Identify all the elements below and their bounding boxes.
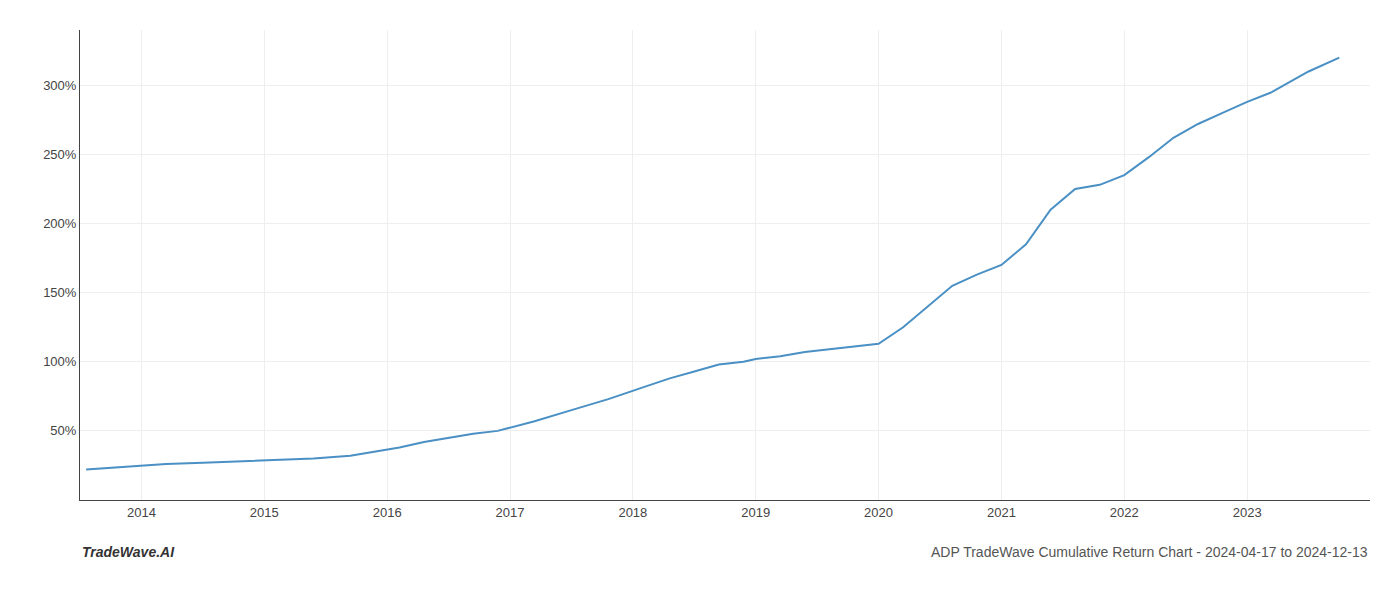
svg-text:2014: 2014 xyxy=(127,505,156,520)
svg-text:2022: 2022 xyxy=(1110,505,1139,520)
svg-text:50%: 50% xyxy=(50,423,76,438)
svg-text:2023: 2023 xyxy=(1233,505,1262,520)
svg-text:TradeWave.AI: TradeWave.AI xyxy=(82,544,175,560)
svg-text:250%: 250% xyxy=(43,147,77,162)
svg-text:2020: 2020 xyxy=(864,505,893,520)
svg-text:2019: 2019 xyxy=(741,505,770,520)
svg-text:200%: 200% xyxy=(43,216,77,231)
svg-text:150%: 150% xyxy=(43,285,77,300)
svg-text:2017: 2017 xyxy=(496,505,525,520)
svg-text:2021: 2021 xyxy=(987,505,1016,520)
svg-text:2018: 2018 xyxy=(618,505,647,520)
svg-text:2015: 2015 xyxy=(250,505,279,520)
svg-text:2016: 2016 xyxy=(373,505,402,520)
svg-text:100%: 100% xyxy=(43,354,77,369)
svg-text:300%: 300% xyxy=(43,78,77,93)
svg-text:ADP TradeWave Cumulative Retur: ADP TradeWave Cumulative Return Chart - … xyxy=(931,544,1368,560)
